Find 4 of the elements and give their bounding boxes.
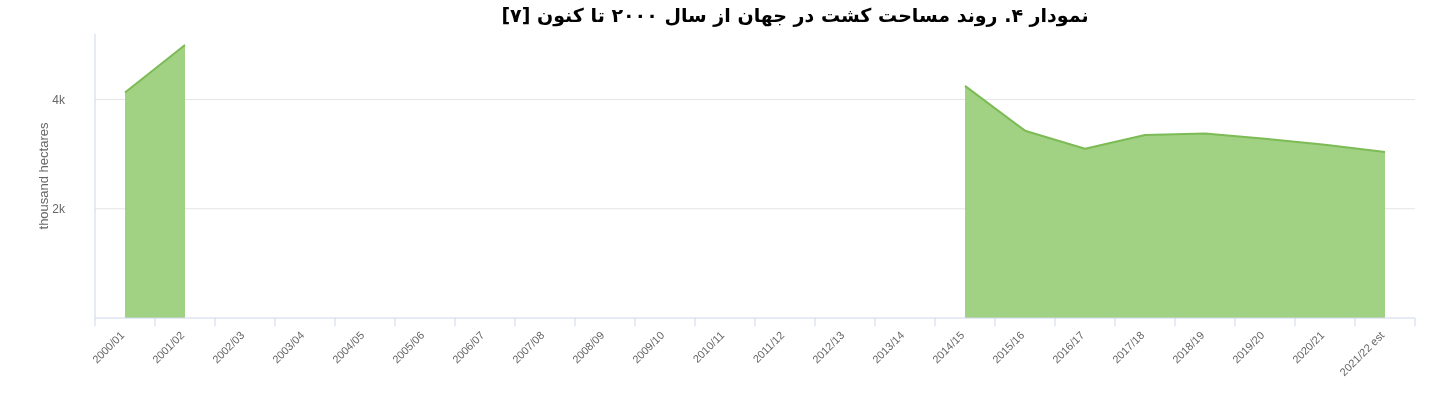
y-tick-label: 2k <box>52 201 66 216</box>
chart-title: نمودار ۴. روند مساحت کشت در جهان از سال ۲۰۰۰ تا کنون [۷] <box>501 4 1089 27</box>
y-axis-title: thousand hectares <box>36 122 51 230</box>
y-tick-label: 4k <box>52 92 66 107</box>
